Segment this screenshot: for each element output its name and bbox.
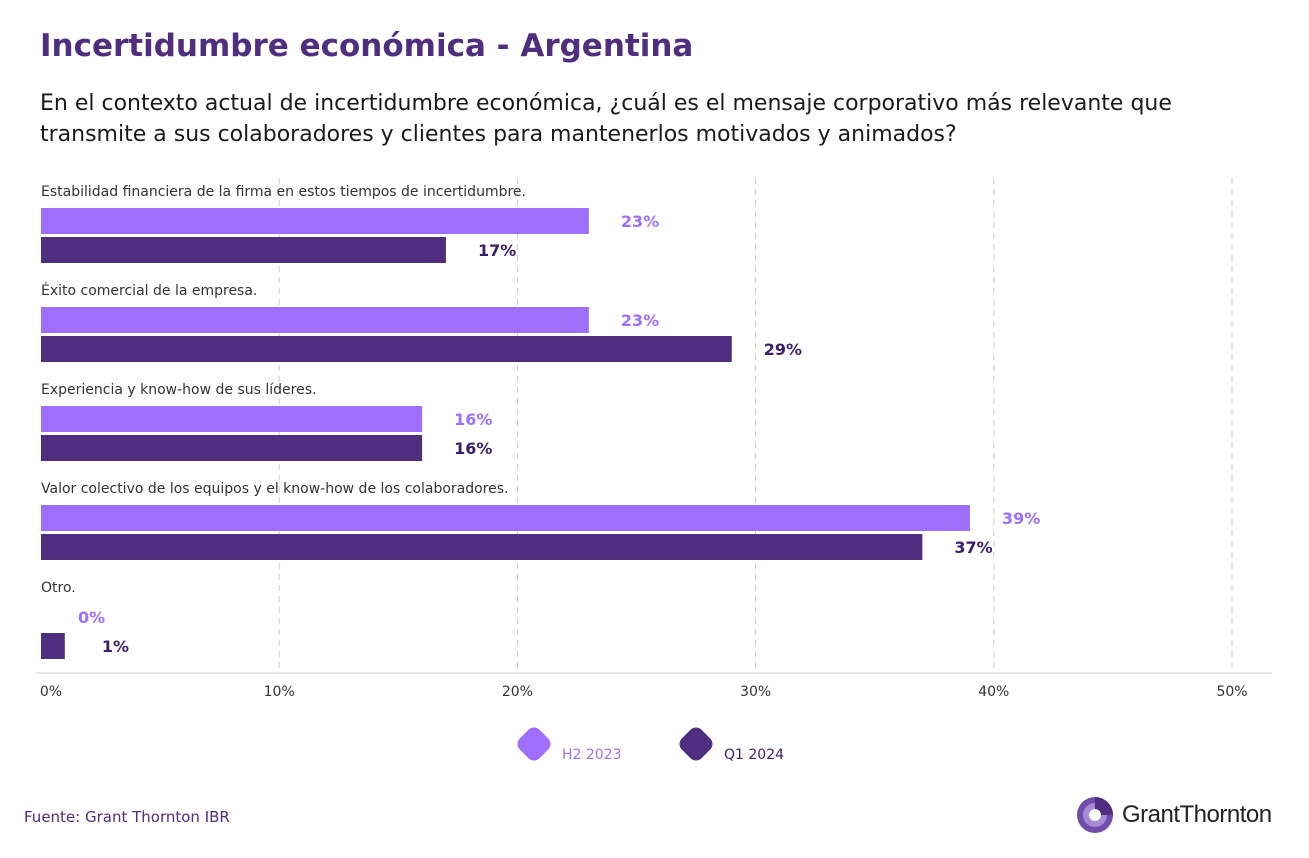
bar-h2-2023 [41, 406, 423, 432]
bar-q1-2024 [41, 237, 446, 263]
page-title: Incertidumbre económica - Argentina [40, 28, 694, 64]
category-label: Valor colectivo de los equipos y el know… [41, 481, 508, 497]
legend-marker [517, 727, 551, 761]
x-tick-label: 10% [264, 684, 295, 700]
data-label: 17% [478, 241, 516, 260]
x-tick-label: 50% [1216, 684, 1247, 700]
bar-q1-2024 [41, 633, 65, 659]
data-label: 16% [454, 410, 492, 429]
source-note: Fuente: Grant Thornton IBR [24, 808, 230, 826]
logo-swirl-icon [1077, 797, 1113, 833]
logo-text: GrantThornton [1122, 801, 1272, 828]
chart-subtitle: En el contexto actual de incertidumbre e… [40, 91, 1172, 147]
data-label: 1% [102, 637, 129, 656]
legend-marker [679, 727, 713, 761]
data-label: 29% [764, 340, 802, 359]
legend-label: Q1 2024 [724, 747, 784, 763]
x-tick-label: 20% [502, 684, 533, 700]
category-label: Otro. [41, 580, 76, 596]
bar-q1-2024 [41, 534, 923, 560]
legend-label: H2 2023 [562, 747, 622, 763]
data-label: 39% [1002, 509, 1040, 528]
data-label: 23% [621, 311, 659, 330]
x-tick-label: 30% [740, 684, 771, 700]
bar-h2-2023 [41, 208, 589, 234]
grant-thornton-logo: GrantThornton [1076, 796, 1272, 834]
bar-h2-2023 [41, 505, 970, 531]
category-label: Experiencia y know-how de sus líderes. [41, 382, 316, 398]
x-tick-label: 0% [40, 684, 62, 700]
data-label: 0% [78, 608, 105, 627]
data-label: 37% [954, 538, 992, 557]
bar-q1-2024 [41, 336, 732, 362]
x-tick-label: 40% [978, 684, 1009, 700]
bar-h2-2023 [41, 307, 589, 333]
bar-q1-2024 [41, 435, 423, 461]
category-label: Estabilidad financiera de la firma en es… [41, 184, 526, 200]
category-label: Éxito comercial de la empresa. [41, 282, 257, 299]
data-label: 23% [621, 212, 659, 231]
data-label: 16% [454, 439, 492, 458]
